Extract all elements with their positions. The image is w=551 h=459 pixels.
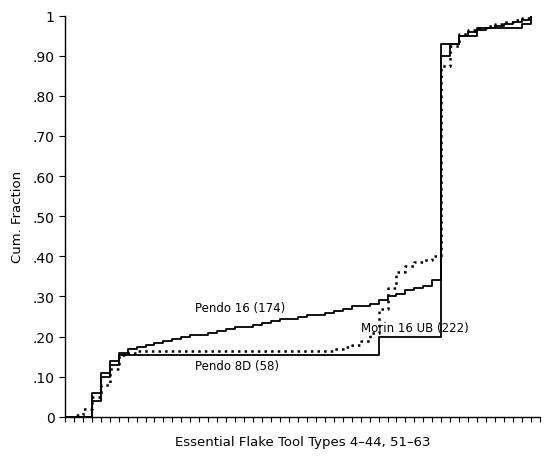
X-axis label: Essential Flake Tool Types 4–44, 51–63: Essential Flake Tool Types 4–44, 51–63 <box>175 435 430 448</box>
Text: Pendo 16 (174): Pendo 16 (174) <box>195 301 285 314</box>
Text: Pendo 8D (58): Pendo 8D (58) <box>195 360 279 373</box>
Text: Morin 16 UB (222): Morin 16 UB (222) <box>361 321 468 334</box>
Y-axis label: Cum. Fraction: Cum. Fraction <box>11 171 24 263</box>
